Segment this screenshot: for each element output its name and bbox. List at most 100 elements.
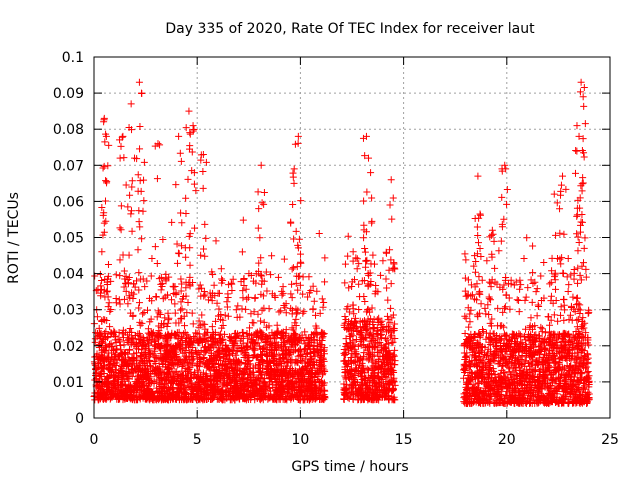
data-point (530, 336, 538, 344)
data-point (501, 303, 509, 311)
data-point (352, 365, 360, 373)
data-point (466, 310, 474, 318)
data-point (123, 360, 131, 368)
data-point (177, 298, 185, 306)
data-point (101, 361, 109, 369)
data-point (353, 255, 361, 263)
data-point (294, 391, 302, 399)
data-point (369, 251, 377, 259)
data-point (232, 361, 240, 369)
data-point (573, 384, 581, 392)
data-point (314, 373, 322, 381)
data-point (175, 344, 183, 352)
data-point (279, 384, 287, 392)
data-point (112, 356, 120, 364)
data-point (119, 334, 127, 342)
data-point (561, 394, 569, 402)
data-point (121, 390, 129, 398)
data-point (471, 332, 479, 340)
data-point (104, 378, 112, 386)
data-point (527, 388, 535, 396)
data-point (105, 340, 113, 348)
data-point (172, 359, 180, 367)
data-point (356, 361, 364, 369)
data-point (233, 382, 241, 390)
data-point (271, 332, 279, 340)
data-point (228, 337, 236, 345)
data-point (465, 337, 473, 345)
data-point (199, 358, 207, 366)
data-point (230, 389, 238, 397)
data-point (461, 287, 469, 295)
data-point (385, 350, 393, 358)
chart-title: Day 335 of 2020, Rate Of TEC Index for r… (165, 21, 535, 37)
data-point (150, 396, 158, 404)
data-point (368, 388, 376, 396)
data-point (201, 395, 209, 403)
data-point (151, 370, 159, 378)
data-point (391, 334, 399, 342)
data-point (531, 322, 539, 330)
data-point (484, 345, 492, 353)
data-point (318, 295, 326, 303)
data-point (220, 353, 228, 361)
data-point (167, 342, 175, 350)
data-point (515, 296, 523, 304)
data-point (146, 318, 154, 326)
data-point (342, 359, 350, 367)
data-point (366, 395, 374, 403)
data-point (243, 356, 251, 364)
data-point (538, 325, 546, 333)
data-point (192, 329, 200, 337)
data-point (235, 387, 243, 395)
data-point (571, 363, 579, 371)
data-point (213, 380, 221, 388)
data-point (164, 330, 172, 338)
data-point (313, 331, 321, 339)
data-point (533, 285, 541, 293)
data-point (210, 370, 218, 378)
data-point (512, 388, 520, 396)
data-point (104, 303, 112, 311)
data-point (192, 348, 200, 356)
data-point (187, 349, 195, 357)
data-point (115, 386, 123, 394)
data-point (246, 324, 254, 332)
data-point (539, 371, 547, 379)
data-point (152, 293, 160, 301)
data-point (221, 330, 229, 338)
data-point (350, 346, 358, 354)
data-point (247, 391, 255, 399)
data-point (496, 342, 504, 350)
data-point (144, 376, 152, 384)
data-point (243, 330, 251, 338)
data-point (309, 282, 317, 290)
data-point (573, 316, 581, 324)
data-point (511, 346, 519, 354)
data-point (199, 335, 207, 343)
data-point (128, 362, 136, 370)
data-point (387, 370, 395, 378)
data-point (126, 324, 134, 332)
data-point (183, 309, 191, 317)
data-point (209, 289, 217, 297)
data-point (349, 248, 357, 256)
data-point (321, 278, 329, 286)
data-point (112, 271, 120, 279)
data-point (179, 295, 187, 303)
data-point (466, 318, 474, 326)
data-point (138, 346, 146, 354)
data-point (463, 352, 471, 360)
data-point (94, 382, 102, 390)
data-point (543, 399, 551, 407)
data-point (282, 350, 290, 358)
data-point (176, 376, 184, 384)
data-point (585, 306, 593, 314)
data-point (153, 376, 161, 384)
data-point (467, 306, 475, 314)
data-point (244, 293, 252, 301)
data-point (307, 373, 315, 381)
data-point (102, 341, 110, 349)
data-point (150, 380, 158, 388)
data-point (213, 376, 221, 384)
